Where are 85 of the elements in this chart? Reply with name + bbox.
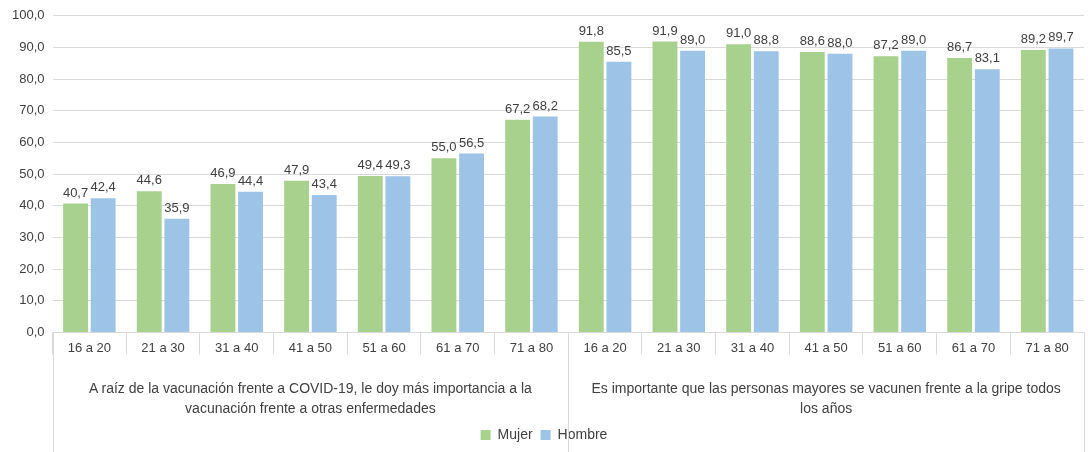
bar bbox=[532, 116, 558, 332]
data-label: 44,4 bbox=[237, 172, 264, 188]
y-tick-label: 30,0 bbox=[19, 229, 45, 244]
text: Es importante que las personas mayores se vacunen frente a la gripe todos los años bbox=[591, 380, 1061, 417]
x-tick-label: 61 a 70 bbox=[951, 339, 996, 355]
x-tick-label: 21 a 30 bbox=[141, 339, 185, 355]
x-tick-label: 31 a 40 bbox=[730, 339, 775, 355]
bar bbox=[357, 176, 383, 332]
y-tick-label: 20,0 bbox=[19, 260, 45, 276]
data-label: 88,0 bbox=[827, 34, 853, 50]
bar bbox=[726, 44, 752, 332]
bar bbox=[680, 50, 706, 332]
data-label: 91,8 bbox=[578, 22, 604, 38]
bar bbox=[799, 51, 825, 332]
bar bbox=[974, 69, 1000, 332]
y-tick-label: 60,0 bbox=[19, 134, 45, 150]
x-tick-label: 51 a 60 bbox=[878, 339, 922, 355]
x-tick-label: 71 a 80 bbox=[509, 339, 554, 355]
text: A raíz de la vacunación frente a COVID-19, le doy más importancia a la vacunación frente a otras enfermedades bbox=[89, 380, 532, 417]
data-label: 43,4 bbox=[311, 176, 337, 192]
data-label: 83,1 bbox=[974, 50, 1000, 66]
y-tick-label: 90,0 bbox=[19, 39, 45, 55]
bar bbox=[505, 119, 531, 332]
bar bbox=[947, 57, 973, 332]
bar bbox=[210, 183, 236, 332]
data-label: 87,2 bbox=[873, 37, 899, 53]
x-tick-label: 51 a 60 bbox=[362, 339, 406, 355]
data-label: 42,4 bbox=[90, 179, 116, 195]
data-label: 67,2 bbox=[504, 100, 531, 116]
y-tick-label: 50,0 bbox=[19, 165, 45, 181]
data-label: 47,9 bbox=[283, 161, 310, 177]
y-tick-label: 100,0 bbox=[11, 7, 45, 23]
data-label: 44,6 bbox=[136, 172, 162, 188]
data-label: 89,0 bbox=[900, 31, 927, 47]
bar bbox=[606, 61, 632, 332]
data-label: 35,9 bbox=[164, 199, 190, 215]
data-label: 91,0 bbox=[725, 25, 752, 41]
data-label: 88,8 bbox=[753, 32, 779, 48]
data-label: 89,7 bbox=[1048, 29, 1074, 45]
bar bbox=[90, 198, 116, 332]
x-tick-label: 16 a 20 bbox=[583, 339, 627, 355]
legend-label: Mujer bbox=[497, 425, 533, 442]
y-tick-label: 10,0 bbox=[19, 292, 45, 308]
bar bbox=[311, 195, 337, 332]
y-tick-label: 40,0 bbox=[19, 197, 45, 213]
bar bbox=[431, 158, 457, 332]
bar bbox=[827, 53, 853, 332]
data-label: 55,0 bbox=[431, 139, 457, 155]
bar bbox=[164, 218, 190, 332]
bar bbox=[459, 153, 484, 332]
data-label: 40,7 bbox=[62, 184, 89, 200]
bar bbox=[873, 56, 899, 332]
x-tick-label: 41 a 50 bbox=[288, 339, 333, 355]
data-label: 88,6 bbox=[799, 32, 825, 48]
y-tick-label: 80,0 bbox=[19, 70, 45, 86]
bar bbox=[136, 191, 162, 332]
legend-label: Hombre bbox=[557, 425, 608, 442]
data-label: 91,9 bbox=[652, 22, 678, 38]
data-label: 46,9 bbox=[210, 164, 236, 180]
bar bbox=[238, 191, 263, 332]
bar bbox=[1020, 49, 1046, 332]
x-tick-label: 21 a 30 bbox=[657, 339, 701, 355]
data-label: 49,3 bbox=[385, 157, 411, 173]
y-tick-label: 70,0 bbox=[19, 102, 45, 118]
bar bbox=[652, 41, 678, 332]
y-tick-label: 0,0 bbox=[26, 323, 45, 339]
bar bbox=[1048, 48, 1074, 332]
data-label: 68,2 bbox=[532, 97, 558, 113]
data-label: 49,4 bbox=[357, 157, 383, 173]
data-label: 85,5 bbox=[606, 42, 632, 58]
bar bbox=[901, 50, 927, 332]
bar bbox=[63, 203, 88, 332]
bar bbox=[578, 41, 604, 332]
x-tick-label: 41 a 50 bbox=[804, 339, 848, 355]
x-tick-label: 31 a 40 bbox=[215, 339, 259, 355]
bar bbox=[753, 51, 779, 332]
data-label: 89,2 bbox=[1020, 31, 1046, 47]
data-label: 86,7 bbox=[947, 38, 973, 54]
data-label: 56,5 bbox=[458, 134, 485, 150]
x-tick-label: 16 a 20 bbox=[67, 339, 112, 355]
x-tick-label: 71 a 80 bbox=[1025, 339, 1069, 355]
data-label: 89,0 bbox=[679, 31, 706, 47]
x-tick-label: 61 a 70 bbox=[436, 339, 480, 355]
bar bbox=[385, 176, 411, 332]
bar bbox=[284, 180, 310, 332]
